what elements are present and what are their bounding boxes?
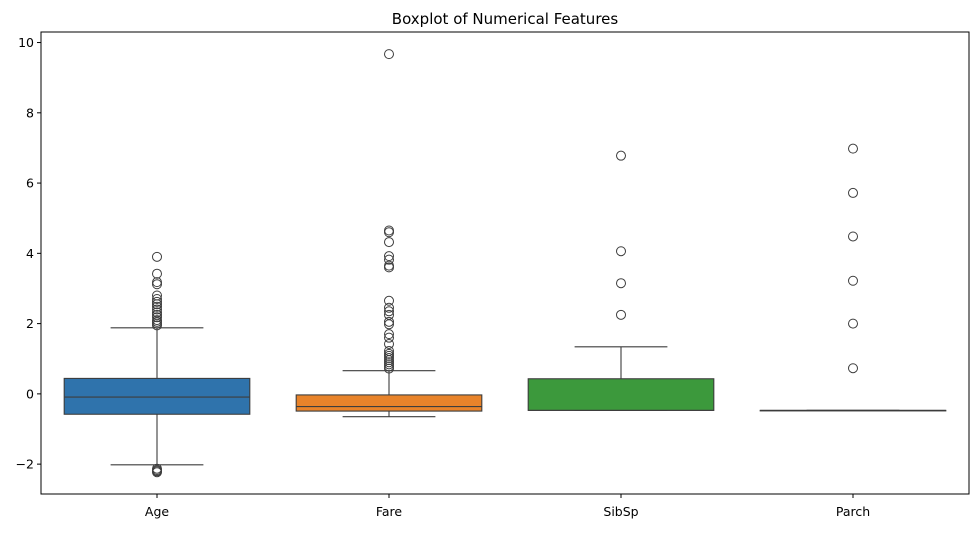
x-axis-ticks: Age Fare SibSp Parch: [145, 494, 870, 519]
y-tick-label: 8: [26, 105, 34, 120]
outlier-point: [384, 237, 394, 248]
outlier-point: [152, 294, 162, 305]
y-axis-ticks: −2 0 2 4 6 8 10: [16, 35, 41, 472]
outlier-point: [152, 307, 162, 318]
outlier-point: [384, 225, 394, 236]
outlier-point: [152, 312, 162, 323]
outlier-point: [616, 150, 626, 161]
outlier-point: [384, 251, 394, 262]
box-series-group: [63, 49, 947, 478]
box-iqr: [295, 394, 483, 412]
outlier-point: [616, 278, 626, 289]
outlier-point: [152, 279, 162, 290]
outlier-point: [384, 346, 394, 357]
outlier-point: [152, 309, 162, 320]
outlier-point: [616, 246, 626, 257]
outlier-point: [848, 275, 858, 286]
outlier-point: [848, 318, 858, 329]
box-series-sibsp: [527, 150, 715, 411]
y-tick-label: 4: [26, 246, 34, 261]
y-tick-label: −2: [16, 457, 34, 472]
outlier-point: [152, 290, 162, 301]
outlier-point: [384, 302, 394, 313]
chart-title: Boxplot of Numerical Features: [392, 10, 619, 28]
outlier-point: [384, 254, 394, 265]
outlier-point: [384, 332, 394, 343]
outlier-point: [384, 295, 394, 306]
outlier-point: [848, 187, 858, 198]
box-series-age: [63, 251, 251, 478]
outlier-point: [152, 315, 162, 326]
outlier-point: [384, 316, 394, 327]
box-series-fare: [295, 49, 483, 418]
outlier-point: [848, 363, 858, 374]
outlier-point: [384, 309, 394, 320]
x-tick-label: Age: [145, 504, 169, 519]
y-tick-label: 0: [26, 386, 34, 401]
outlier-point: [152, 301, 162, 312]
outlier-point: [848, 231, 858, 242]
y-tick-label: 2: [26, 316, 34, 331]
outlier-point: [152, 467, 162, 478]
outlier-point: [384, 49, 394, 60]
box-iqr: [527, 378, 715, 411]
plot-area-frame: [40, 31, 970, 495]
box-series-parch: [759, 143, 947, 412]
outlier-point: [384, 306, 394, 317]
outlier-point: [152, 268, 162, 279]
outlier-point: [848, 143, 858, 154]
x-tick-label: Fare: [376, 504, 403, 519]
outlier-point: [152, 296, 162, 307]
outlier-point: [384, 319, 394, 330]
outlier-point: [616, 309, 626, 320]
outlier-point: [384, 338, 394, 349]
outlier-point: [152, 251, 162, 262]
outlier-point: [152, 277, 162, 288]
box-iqr: [63, 377, 251, 415]
y-tick-label: 6: [26, 176, 34, 191]
y-tick-label: 10: [18, 35, 34, 50]
x-tick-label: Parch: [836, 504, 870, 519]
outlier-point: [384, 329, 394, 340]
outlier-point: [152, 304, 162, 315]
outlier-point: [384, 348, 394, 359]
x-tick-label: SibSp: [603, 504, 638, 519]
